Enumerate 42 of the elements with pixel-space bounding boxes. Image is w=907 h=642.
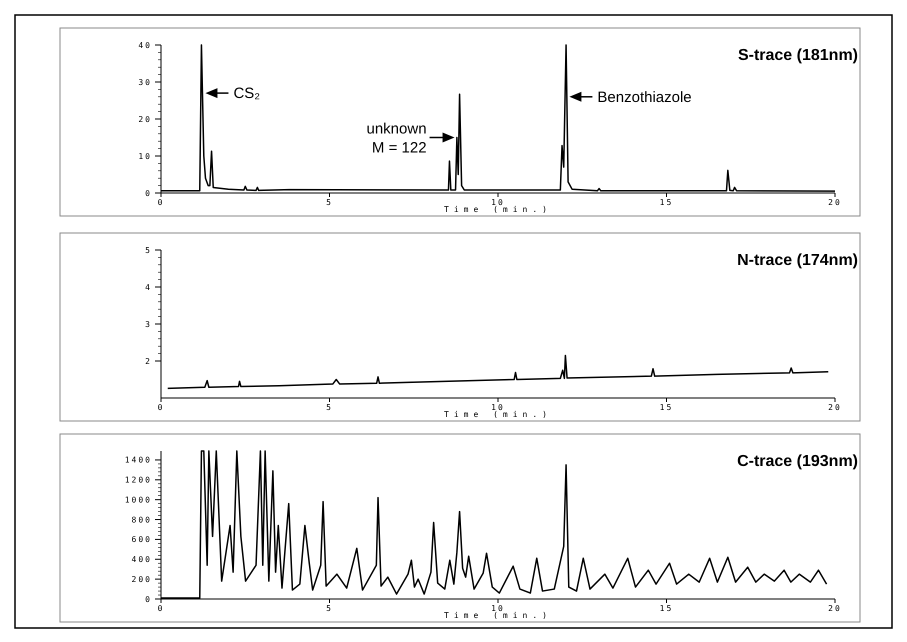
chart-title: N-trace (174nm) — [737, 252, 858, 269]
x-axis-title: Time (min.) — [444, 410, 552, 419]
y-tick-label: 3 — [145, 320, 152, 329]
x-tick-label: 20 — [828, 604, 842, 613]
annotation: unknown M = 122 — [366, 120, 427, 156]
annotation: CS₂ — [233, 85, 260, 102]
x-tick-label: 5 — [326, 198, 333, 207]
y-tick-label: 4 — [145, 282, 152, 292]
x-tick-label: 10 — [491, 198, 505, 207]
x-tick-label: 0 — [158, 604, 164, 613]
y-tick-label: 0 — [145, 188, 152, 198]
x-tick-label: 15 — [660, 403, 674, 412]
y-tick-label: 0 — [145, 594, 152, 604]
y-tick-label: 1000 — [124, 495, 152, 504]
x-tick-label: 10 — [491, 403, 505, 412]
y-tick-label: 30 — [138, 78, 152, 87]
annotation: Benzothiazole — [597, 88, 692, 106]
y-tick-label: 5 — [145, 246, 152, 255]
chart-title: C-trace (193nm) — [737, 453, 858, 470]
x-tick-label: 5 — [326, 604, 333, 613]
y-tick-label: 400 — [132, 555, 152, 564]
y-tick-label: 1200 — [124, 476, 152, 485]
x-tick-label: 0 — [158, 198, 164, 207]
x-tick-label: 15 — [660, 604, 674, 613]
x-tick-label: 20 — [828, 403, 842, 412]
y-tick-label: 10 — [138, 152, 152, 161]
y-tick-label: 200 — [132, 574, 152, 584]
y-tick-label: 600 — [132, 535, 152, 544]
chart-title: S-trace (181nm) — [738, 47, 858, 64]
x-tick-label: 10 — [491, 604, 505, 613]
x-axis-title: Time (min.) — [444, 205, 552, 214]
x-tick-label: 15 — [660, 198, 674, 207]
y-tick-label: 40 — [138, 40, 152, 50]
y-tick-label: 1400 — [124, 456, 152, 465]
x-axis-title: Time (min.) — [444, 611, 552, 620]
y-tick-label: 2 — [145, 356, 152, 366]
line-series — [166, 354, 830, 390]
x-tick-label: 5 — [326, 403, 333, 412]
x-tick-label: 20 — [828, 198, 842, 207]
y-tick-label: 800 — [132, 515, 152, 524]
x-tick-label: 0 — [158, 403, 164, 412]
y-tick-label: 20 — [138, 114, 152, 124]
